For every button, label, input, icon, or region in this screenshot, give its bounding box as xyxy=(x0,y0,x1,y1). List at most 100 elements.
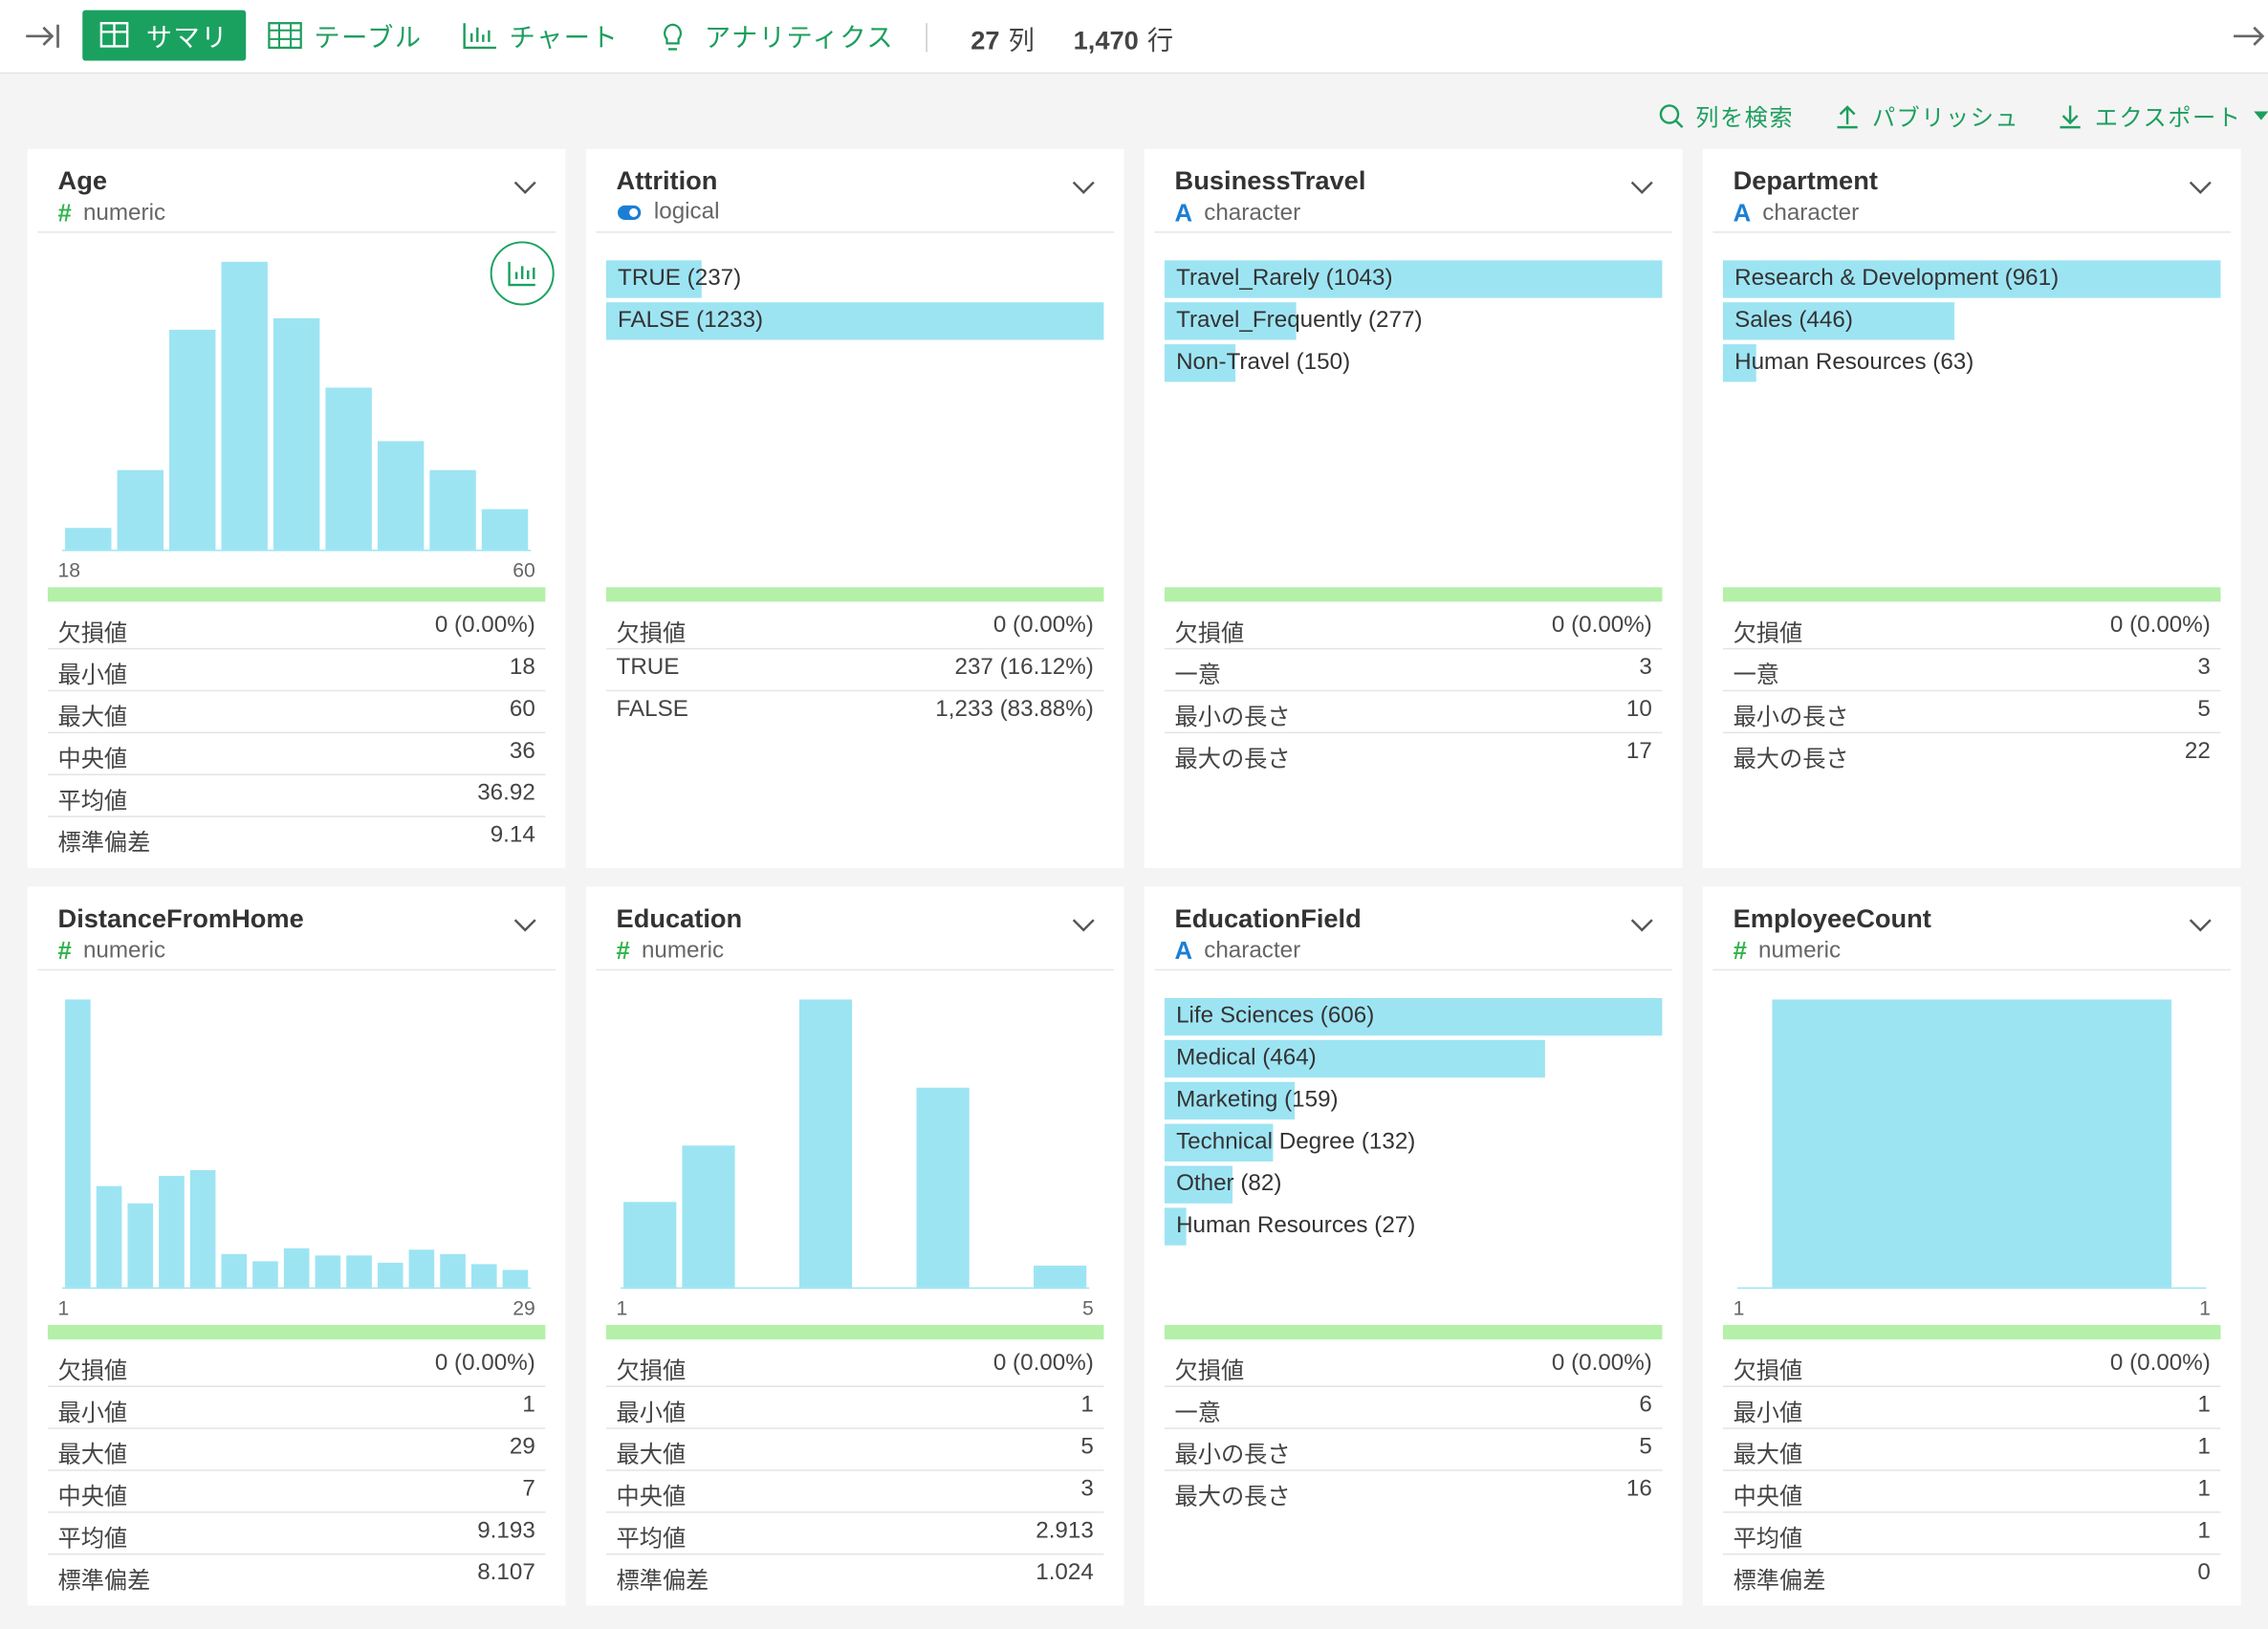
type-icon xyxy=(618,205,642,220)
tab[interactable]: アナリティクス xyxy=(658,11,894,61)
chevron[interactable] xyxy=(1072,181,1095,195)
histogram-bar xyxy=(377,1262,403,1288)
stat-value: 10 xyxy=(1625,697,1652,722)
stat-label: 中央値 xyxy=(57,1485,128,1510)
stat-label: 中央値 xyxy=(616,1485,687,1510)
histogram-bar xyxy=(377,441,425,550)
stat-value: 1 xyxy=(1080,1393,1094,1418)
histogram-bar xyxy=(252,1261,278,1288)
stat-label: 標準偏差 xyxy=(1733,1569,1826,1595)
category-label: Research & Development (961) xyxy=(1734,266,2060,292)
column-name: EmployeeCount xyxy=(1733,903,1931,933)
action-label: 列を検索 xyxy=(1695,106,1795,132)
tab[interactable]: テーブル xyxy=(268,11,423,61)
action-icon xyxy=(1837,105,1858,129)
toolbar: サマリ テーブル チャート アナリティクス 27 列 1,470 行 xyxy=(0,0,2268,75)
tab-label: テーブル xyxy=(314,22,423,52)
histogram-bar xyxy=(189,1170,216,1288)
stat-row: 最大値 60 xyxy=(47,690,546,734)
stat-label: 平均値 xyxy=(57,790,128,814)
stat-row: 平均値 2.913 xyxy=(605,1511,1104,1555)
stat-row: 平均値 9.193 xyxy=(47,1511,546,1555)
chevron[interactable] xyxy=(1630,919,1653,933)
action-label: パブリッシュ xyxy=(1871,106,2020,132)
category-label: Marketing (159) xyxy=(1176,1087,1339,1113)
chevron[interactable] xyxy=(513,181,536,195)
column-name: BusinessTravel xyxy=(1174,165,1366,196)
histogram-bar xyxy=(283,1248,310,1288)
action-button[interactable]: 列を検索 xyxy=(1658,98,1794,133)
stat-row: 標準偏差 8.107 xyxy=(48,1553,545,1596)
stat-row: 欠損値 0 (0.00%) xyxy=(1722,606,2221,650)
stat-label: 最小値 xyxy=(57,1401,128,1426)
tab-icon xyxy=(463,22,496,49)
range-max: 60 xyxy=(512,558,535,582)
divider xyxy=(1154,968,1673,971)
chart-button[interactable] xyxy=(489,240,556,307)
stat-value: 2.913 xyxy=(1036,1518,1094,1544)
category-bar xyxy=(605,302,1104,340)
stat-value: 3 xyxy=(2197,655,2211,681)
stat-row: 最小の長さ 10 xyxy=(1164,690,1663,734)
category-label: Technical Degree (132) xyxy=(1176,1129,1416,1155)
chevron[interactable] xyxy=(1072,919,1095,933)
action-button[interactable]: エクスポート xyxy=(2057,98,2268,133)
stat-value: 1 xyxy=(2197,1518,2211,1544)
histogram-bar xyxy=(346,1255,372,1288)
divider xyxy=(1712,968,2232,971)
stat-row: 最小値 18 xyxy=(47,648,546,692)
chevron[interactable] xyxy=(2189,919,2212,933)
stat-value: 36.92 xyxy=(477,781,535,806)
histogram-bar xyxy=(159,1176,185,1288)
stat-value: 36 xyxy=(509,739,535,764)
category-bar xyxy=(1722,344,1756,382)
type-icon: # xyxy=(57,199,72,228)
histogram xyxy=(621,999,1090,1290)
tab-label: チャート xyxy=(509,22,620,52)
tab[interactable]: サマリ xyxy=(82,10,247,61)
stat-value: 8.107 xyxy=(477,1560,535,1586)
category-bar xyxy=(1164,344,1236,382)
stat-value: 7 xyxy=(522,1476,535,1502)
stat-label: 最小値 xyxy=(57,663,128,689)
collapse-icon[interactable] xyxy=(23,20,60,52)
action-button[interactable]: パブリッシュ xyxy=(1834,98,2019,133)
stat-row: 最小の長さ 5 xyxy=(1722,690,2221,734)
stat-value: 0 xyxy=(2197,1560,2211,1586)
stat-row: 一意 6 xyxy=(1164,1385,1663,1429)
stat-row: 中央値 3 xyxy=(605,1469,1104,1513)
histogram-bar xyxy=(96,1185,122,1288)
stat-row: 最大値 5 xyxy=(605,1427,1104,1471)
stat-row: 中央値 1 xyxy=(1722,1469,2221,1513)
category-bar xyxy=(1164,260,1663,298)
chevron[interactable] xyxy=(2189,181,2212,195)
stat-label: 欠損値 xyxy=(616,1359,687,1384)
chevron[interactable] xyxy=(513,919,536,933)
expand-icon[interactable] xyxy=(2228,20,2268,52)
completeness-bar xyxy=(605,587,1104,602)
stat-label: 欠損値 xyxy=(1733,1359,1803,1384)
stat-label: 標準偏差 xyxy=(57,1569,151,1595)
column-name: DistanceFromHome xyxy=(57,903,304,933)
stat-label: 標準偏差 xyxy=(616,1569,709,1595)
category-label: Human Resources (63) xyxy=(1734,350,1974,375)
tab[interactable]: チャート xyxy=(463,11,619,61)
column-card: Attrition logical TRUE (237) FALSE (1233) 欠損… xyxy=(585,148,1124,868)
histogram-bar xyxy=(623,1202,677,1288)
histogram-bar xyxy=(408,1249,435,1288)
stat-value: 22 xyxy=(2184,739,2211,764)
action-label: エクスポート xyxy=(2094,106,2242,132)
category-label: Travel_Rarely (1043) xyxy=(1176,266,1393,292)
category-label: TRUE (237) xyxy=(618,266,742,292)
type-name: character xyxy=(1762,201,1860,227)
chevron[interactable] xyxy=(1630,181,1653,195)
type-icon: # xyxy=(57,937,72,966)
stat-label: 最大値 xyxy=(57,706,128,731)
stat-row: 欠損値 0 (0.00%) xyxy=(1722,1344,2221,1387)
divider xyxy=(1712,231,2232,233)
column-card: DistanceFromHome # numeric 1 29 欠損値 0 (0.00%) 最… xyxy=(27,886,566,1606)
